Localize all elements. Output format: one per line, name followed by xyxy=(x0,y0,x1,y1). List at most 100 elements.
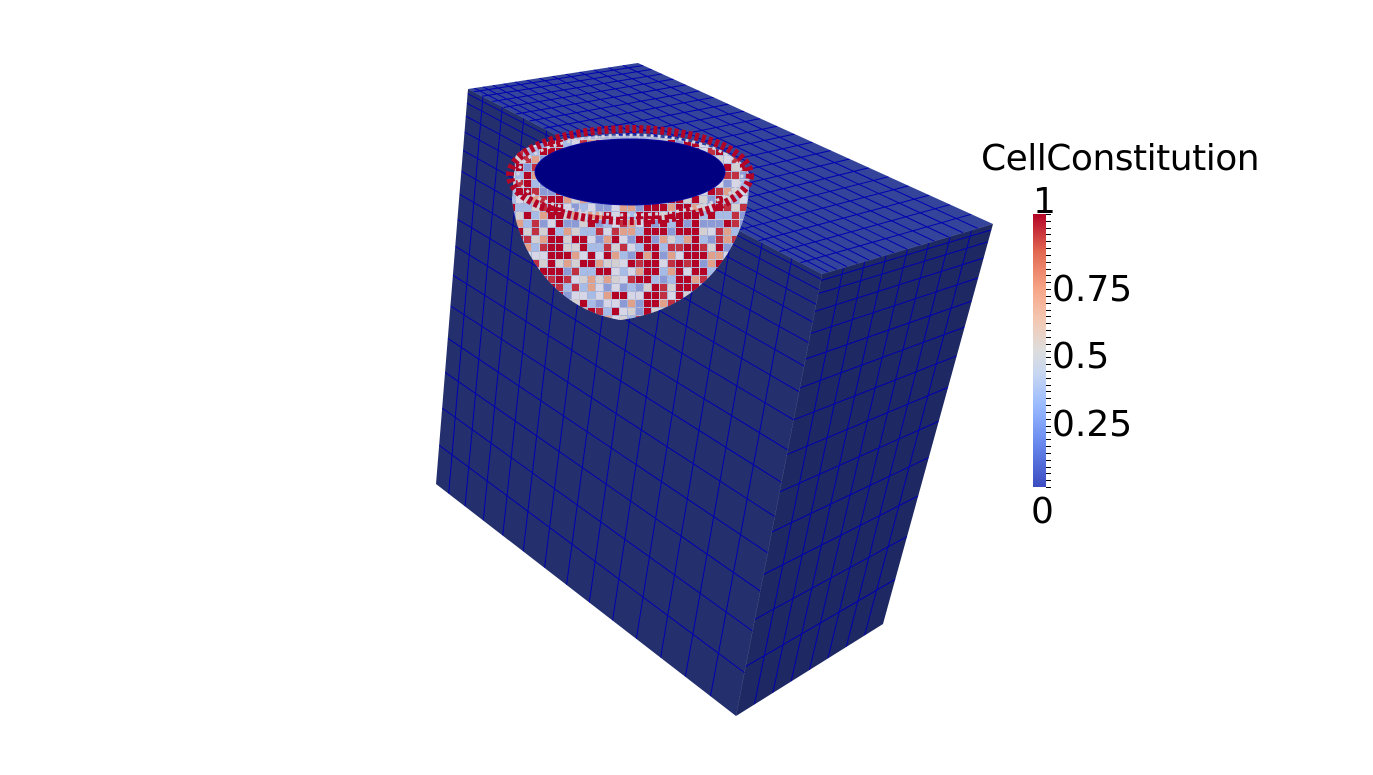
mesh-edge xyxy=(810,277,979,335)
cavity-cell xyxy=(620,252,627,259)
cavity-cell xyxy=(692,220,699,227)
cavity-cell xyxy=(708,228,715,235)
cavity-cell xyxy=(588,220,595,227)
cavity-cell xyxy=(708,244,715,251)
cavity-cell xyxy=(572,236,579,243)
cavity-cell xyxy=(620,212,627,219)
colorbar-tick xyxy=(1046,432,1051,434)
colorbar-tick xyxy=(1046,459,1051,461)
colorbar-tick xyxy=(1046,254,1051,256)
cavity-cell xyxy=(716,188,723,195)
mesh-edge xyxy=(593,69,949,238)
cavity-cell xyxy=(612,244,619,251)
cavity-cell xyxy=(612,316,619,320)
cavity-cell xyxy=(636,236,643,243)
cavity-cell xyxy=(676,228,683,235)
cavity-cell xyxy=(532,244,539,251)
cavity-cell xyxy=(668,204,675,211)
cavity-cell xyxy=(524,212,531,219)
cavity-cell xyxy=(572,228,579,235)
cavity-cell xyxy=(700,268,707,275)
colorbar-tick xyxy=(1046,323,1051,325)
cavity-cell xyxy=(716,204,723,211)
cavity-cell xyxy=(596,260,603,267)
cavity-cell xyxy=(524,244,531,251)
colorbar-tick xyxy=(1046,350,1051,352)
cavity-cell xyxy=(668,220,675,227)
cavity-cell xyxy=(516,156,523,163)
mesh-edge xyxy=(565,73,921,246)
cavity-cell xyxy=(628,212,635,219)
cavity-cell xyxy=(660,260,667,267)
cavity-cell xyxy=(692,196,699,203)
cavity-cell xyxy=(532,252,539,259)
cavity-cell xyxy=(684,276,691,283)
cavity-cell xyxy=(532,148,539,155)
mesh-edge xyxy=(448,96,484,494)
cavity-cell xyxy=(580,276,587,283)
cavity-cell xyxy=(692,236,699,243)
cavity-cell xyxy=(636,252,643,259)
cavity-cell xyxy=(652,212,659,219)
cavity-cell xyxy=(580,236,587,243)
cavity-cell xyxy=(532,236,539,243)
cavity-cell xyxy=(604,244,611,251)
cavity-cell xyxy=(548,276,555,283)
cavity-cell xyxy=(596,220,603,227)
cavity-cell xyxy=(700,244,707,251)
cavity-cell xyxy=(684,204,691,211)
cavity-cell xyxy=(652,276,659,283)
cavity-cell xyxy=(604,300,611,307)
cavity-cell xyxy=(612,292,619,299)
mesh-edge xyxy=(745,578,896,668)
colorbar-tick xyxy=(1046,370,1051,372)
cavity-cell xyxy=(564,292,571,299)
cavity-cell xyxy=(684,252,691,259)
cavity-cell xyxy=(700,220,707,227)
colorbar-tick xyxy=(1046,316,1051,318)
cavity-cell xyxy=(564,220,571,227)
cavity-cell xyxy=(628,284,635,291)
colorbar-tick xyxy=(1046,295,1051,297)
cavity-cell xyxy=(532,212,539,219)
cavity-cell xyxy=(564,244,571,251)
mesh-edge xyxy=(660,227,734,658)
cavity-cell xyxy=(620,228,627,235)
cavity-cell xyxy=(596,212,603,219)
cavity-cell xyxy=(732,228,739,235)
mesh-edge xyxy=(779,420,939,493)
mesh-edge xyxy=(818,241,989,295)
cavity-cell xyxy=(628,292,635,299)
cavity-cell xyxy=(620,268,627,275)
cavity-cell xyxy=(564,276,571,283)
cavity-cell xyxy=(512,180,515,187)
cavity-cell xyxy=(644,204,651,211)
cavity-cell xyxy=(708,260,715,267)
cavity-cell xyxy=(620,244,627,251)
cavity-cell xyxy=(604,236,611,243)
cavity-cell xyxy=(700,204,707,211)
cavity-cell xyxy=(708,268,715,275)
cavity-cell xyxy=(636,244,643,251)
cavity-cell xyxy=(652,284,659,291)
cavity-cell xyxy=(732,172,739,179)
cavity-cell xyxy=(580,284,587,291)
cavity-cell xyxy=(644,244,651,251)
cavity-cell xyxy=(740,180,747,187)
colorbar-tick xyxy=(1046,466,1051,468)
mesh-edge xyxy=(814,257,984,313)
cavity-cell xyxy=(660,284,667,291)
cavity-cell xyxy=(588,268,595,275)
cavity-cell xyxy=(676,252,683,259)
cavity-cell xyxy=(684,220,691,227)
cavity-cell xyxy=(580,204,587,211)
cavity-cell xyxy=(612,300,619,307)
cavity-cell xyxy=(604,308,611,315)
cavity-cell xyxy=(596,244,603,251)
cavity-cell xyxy=(692,268,699,275)
cavity-cell xyxy=(628,308,635,315)
mesh-edge xyxy=(441,407,753,632)
cavity-cell xyxy=(644,236,651,243)
cavity-cell xyxy=(516,220,523,227)
